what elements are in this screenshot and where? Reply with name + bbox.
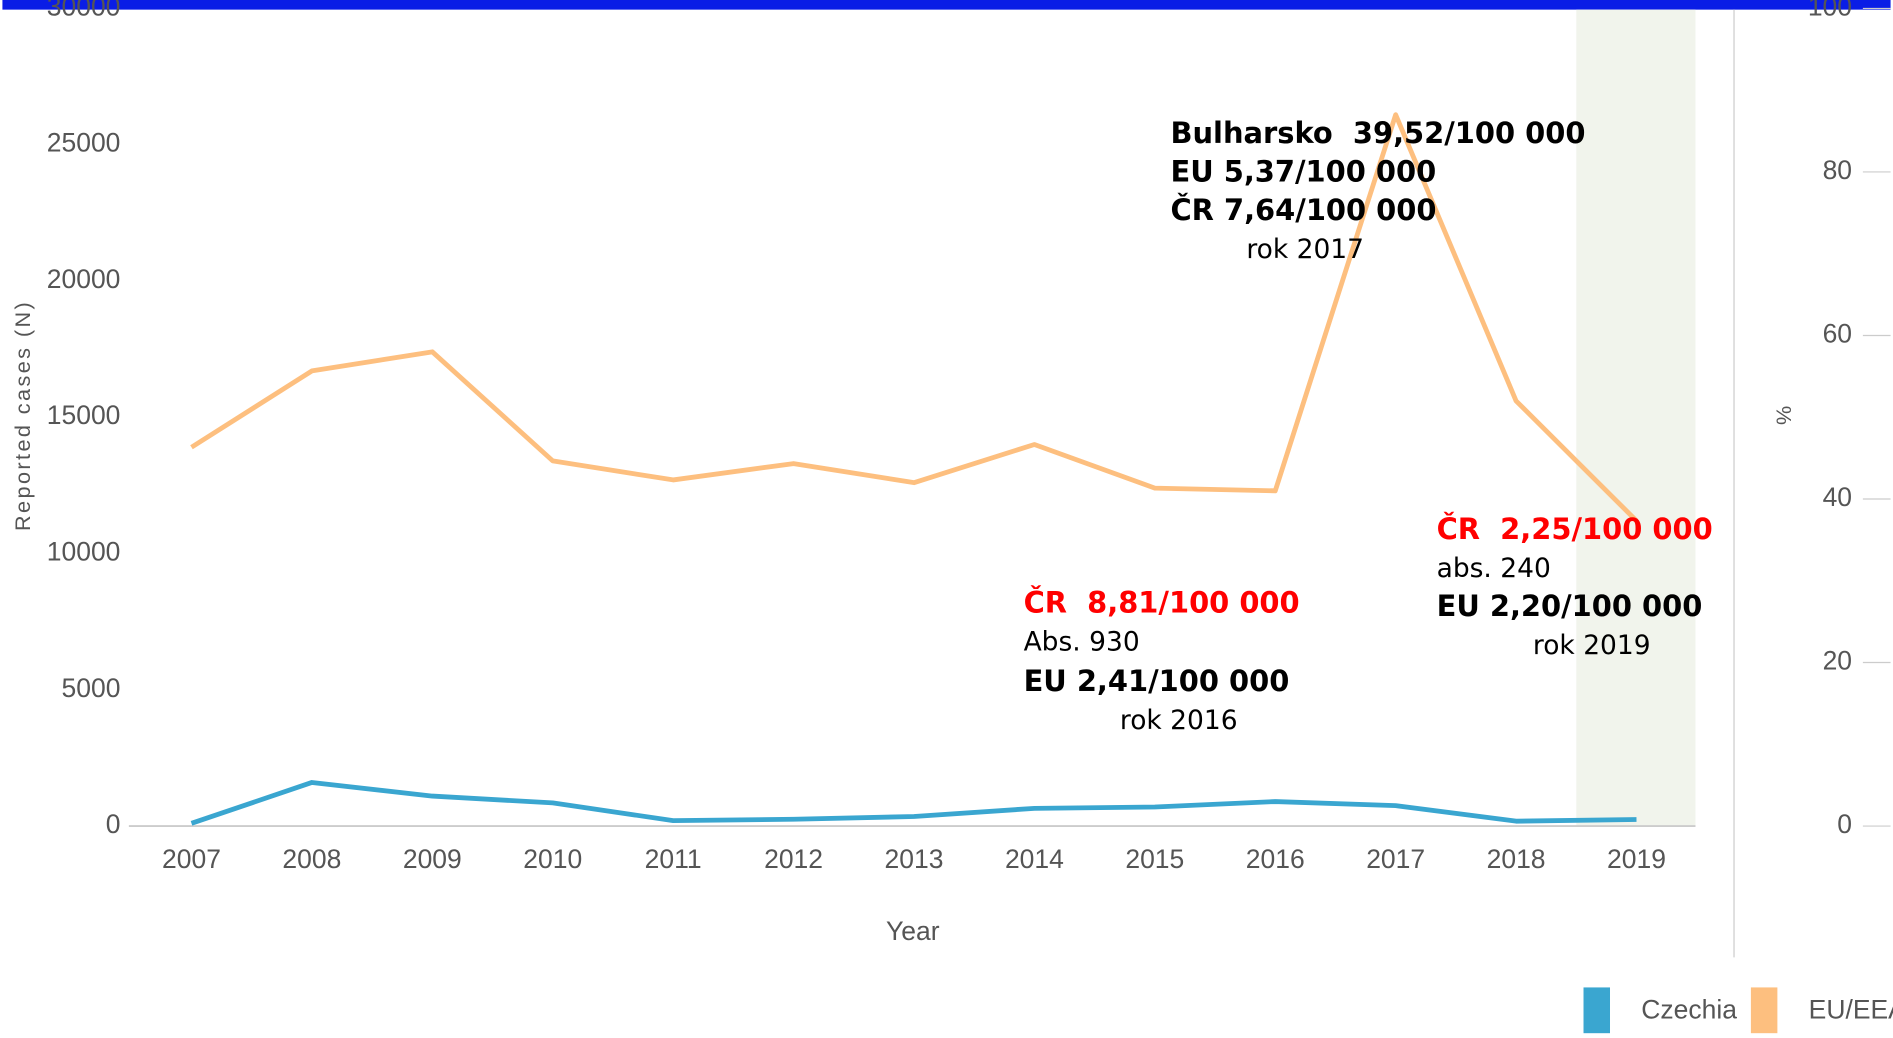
annotation-text: rok 2019 [1533, 630, 1651, 661]
y-axis-title: Reported cases (N) [10, 300, 35, 531]
y-tick-label: 15000 [47, 400, 121, 430]
x-tick-label: 2009 [403, 844, 462, 874]
annotation-text: EU 2,20/100 000 [1437, 589, 1703, 623]
y-tick-label: 20000 [47, 264, 121, 294]
x-tick-label: 2012 [764, 844, 823, 874]
y2-tick-label: 40 [1823, 482, 1852, 512]
x-axis-title: Year [886, 916, 940, 946]
y2-tick-label: 0 [1837, 809, 1852, 839]
x-tick-label: 2014 [1005, 844, 1064, 874]
y2-tick-label: 60 [1823, 318, 1852, 348]
y-tick-label: 25000 [47, 128, 121, 158]
top-bar [2, 0, 1891, 10]
annotation-text: rok 2017 [1246, 234, 1364, 265]
series-line [190, 112, 1639, 523]
x-tick-label: 2008 [282, 844, 341, 874]
highlight-region [1576, 9, 1696, 827]
y2-tick-label: 100 [1808, 0, 1852, 21]
annotation-text: EU 5,37/100 000 [1170, 154, 1436, 188]
annotation-text: EU 2,41/100 000 [1024, 664, 1290, 698]
legend-swatch [1750, 987, 1778, 1034]
annotation-text: rok 2016 [1120, 705, 1238, 736]
y-tick-label: 30000 [47, 0, 121, 21]
annotation-text: ČR 8,81/100 000 [1024, 585, 1300, 619]
x-tick-label: 2015 [1125, 844, 1184, 874]
x-tick-label: 2007 [162, 844, 221, 874]
x-tick-label: 2010 [523, 844, 582, 874]
annotation-text: Bulharsko 39,52/100 000 [1170, 116, 1585, 150]
x-tick-label: 2017 [1366, 844, 1425, 874]
y-tick-label: 5000 [62, 673, 121, 703]
x-tick-label: 2013 [885, 844, 944, 874]
y-tick-label: 10000 [47, 537, 121, 567]
annotation-text: ČR 7,64/100 000 [1170, 193, 1436, 227]
y2-tick-label: 80 [1823, 155, 1852, 185]
x-tick-label: 2016 [1246, 844, 1305, 874]
y2-axis-title: % [1771, 406, 1796, 425]
y2-tick-label: 20 [1823, 646, 1852, 676]
x-tick-label: 2011 [645, 844, 702, 874]
y-tick-label: 0 [106, 809, 121, 839]
legend-label: EU/EEA [1809, 995, 1893, 1025]
x-tick-label: 2018 [1487, 844, 1546, 874]
series-line [190, 780, 1637, 826]
legend-label: Czechia [1641, 995, 1737, 1025]
x-tick-label: 2019 [1607, 844, 1666, 874]
legend-swatch [1583, 987, 1611, 1034]
annotation-text: ČR 2,25/100 000 [1437, 512, 1713, 546]
annotation-text: Abs. 930 [1024, 627, 1140, 658]
annotation-text: abs. 240 [1437, 553, 1551, 584]
